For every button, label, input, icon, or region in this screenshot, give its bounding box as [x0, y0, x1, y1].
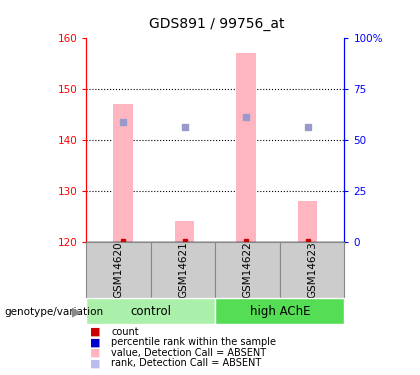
Text: GSM14620: GSM14620	[113, 242, 123, 298]
Text: ▶: ▶	[72, 306, 82, 318]
Text: ■: ■	[90, 327, 101, 337]
Text: genotype/variation: genotype/variation	[4, 307, 103, 317]
Bar	[86, 242, 151, 298]
Bar	[151, 242, 215, 298]
Bar	[113, 104, 133, 242]
Bar	[236, 53, 256, 242]
Bar	[215, 298, 344, 324]
Text: high AChE: high AChE	[249, 305, 310, 318]
Text: control: control	[130, 305, 171, 318]
Bar	[298, 201, 318, 242]
Text: rank, Detection Call = ABSENT: rank, Detection Call = ABSENT	[111, 358, 262, 368]
Text: count: count	[111, 327, 139, 337]
Bar	[86, 298, 215, 324]
Bar	[280, 242, 344, 298]
Text: value, Detection Call = ABSENT: value, Detection Call = ABSENT	[111, 348, 266, 358]
Text: GSM14621: GSM14621	[178, 242, 188, 298]
Bar	[175, 221, 194, 242]
Text: ■: ■	[90, 338, 101, 347]
Bar	[215, 242, 280, 298]
Text: ■: ■	[90, 358, 101, 368]
Text: GDS891 / 99756_at: GDS891 / 99756_at	[149, 17, 284, 31]
Text: GSM14623: GSM14623	[307, 242, 317, 298]
Text: GSM14622: GSM14622	[242, 242, 252, 298]
Text: percentile rank within the sample: percentile rank within the sample	[111, 338, 276, 347]
Text: ■: ■	[90, 348, 101, 358]
